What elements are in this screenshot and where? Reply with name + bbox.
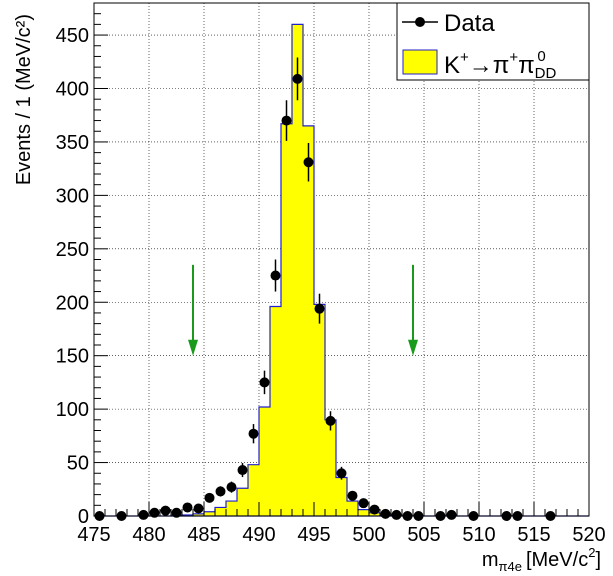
x-axis-label-sub: π4e xyxy=(499,559,522,574)
data-point xyxy=(226,481,237,493)
y-tick-label: 150 xyxy=(56,346,89,368)
data-point xyxy=(248,424,259,444)
data-point xyxy=(336,466,347,480)
data-marker xyxy=(204,492,215,503)
legend-data-label: Data xyxy=(444,10,495,37)
y-tick-label: 100 xyxy=(56,399,89,421)
data-point xyxy=(182,502,193,513)
x-axis-label-unit-close: ] xyxy=(595,549,601,571)
data-point xyxy=(171,507,182,518)
data-marker xyxy=(270,270,281,281)
legend-mc-label: K+→π+πDD0 xyxy=(444,48,557,82)
data-point xyxy=(358,498,369,509)
x-axis-label-unit-sup: 2 xyxy=(588,545,595,560)
x-tick-label: 515 xyxy=(517,524,550,546)
data-point xyxy=(149,507,160,518)
data-point xyxy=(303,143,314,182)
data-point xyxy=(314,293,325,324)
x-tick-label: 500 xyxy=(352,524,385,546)
data-marker xyxy=(325,415,336,426)
data-marker xyxy=(171,507,182,518)
data-point xyxy=(204,492,215,503)
data-point xyxy=(215,486,226,497)
data-series xyxy=(94,57,556,521)
data-point xyxy=(160,505,171,516)
legend-mc-pisup: + xyxy=(509,49,518,66)
data-point xyxy=(380,508,391,519)
data-marker xyxy=(149,507,160,518)
data-marker xyxy=(182,502,193,513)
data-point xyxy=(292,57,303,101)
legend-mc-K: K xyxy=(444,52,460,79)
y-tick-label: 0 xyxy=(78,506,89,528)
cut-arrows xyxy=(188,264,418,356)
legend-mc-pi: π xyxy=(518,52,535,79)
data-point xyxy=(325,411,336,431)
data-marker xyxy=(248,428,259,439)
data-marker xyxy=(446,509,457,520)
cut-arrow xyxy=(408,264,418,356)
data-marker xyxy=(226,482,237,493)
legend: Data K+→π+πDD0 xyxy=(396,2,590,82)
x-axis-label-unit: [MeV/c xyxy=(526,549,588,571)
legend-mc-pisub: DD xyxy=(535,65,557,82)
data-marker xyxy=(314,303,325,314)
data-marker xyxy=(380,508,391,519)
data-point xyxy=(138,509,149,520)
x-tick-label: 495 xyxy=(297,524,330,546)
cut-arrow-head xyxy=(408,339,418,356)
data-point xyxy=(347,490,358,501)
y-tick-label: 350 xyxy=(56,132,89,154)
x-tick-label: 505 xyxy=(407,524,440,546)
data-marker xyxy=(259,377,270,388)
data-marker xyxy=(303,157,314,168)
data-marker xyxy=(347,490,358,501)
y-tick-label: 50 xyxy=(67,453,89,475)
y-tick-label: 300 xyxy=(56,185,89,207)
y-tick-label: 200 xyxy=(56,292,89,314)
legend-mc-arrow: →π xyxy=(469,52,510,79)
data-point xyxy=(193,503,204,514)
data-marker xyxy=(391,509,402,520)
y-tick-label: 250 xyxy=(56,239,89,261)
data-marker xyxy=(292,73,303,84)
data-point xyxy=(281,100,292,141)
x-tick-label: 490 xyxy=(242,524,275,546)
data-marker xyxy=(237,465,248,476)
x-tick-label: 475 xyxy=(77,524,110,546)
x-axis-label-main: m xyxy=(482,549,499,571)
data-marker xyxy=(369,504,380,515)
x-axis-label: mπ4e [MeV/c2] xyxy=(482,545,601,574)
data-marker xyxy=(358,498,369,509)
data-point xyxy=(391,509,402,520)
legend-mc-Ksup: + xyxy=(460,49,469,66)
x-tick-label: 510 xyxy=(462,524,495,546)
y-tick-label: 450 xyxy=(56,25,89,47)
legend-data-marker xyxy=(415,17,425,27)
data-point xyxy=(237,463,248,478)
legend-mc-pisup2: 0 xyxy=(537,48,545,65)
y-tick-label: 400 xyxy=(56,79,89,101)
axis-ticks xyxy=(93,2,590,517)
data-marker xyxy=(138,509,149,520)
data-marker xyxy=(215,486,226,497)
data-marker xyxy=(193,503,204,514)
data-point xyxy=(369,504,380,515)
x-tick-labels: 475 480 485 490 495 500 505 510 515 520 xyxy=(77,524,605,546)
x-tick-label: 485 xyxy=(187,524,220,546)
cut-arrow xyxy=(188,264,198,356)
legend-mc-swatch xyxy=(402,49,438,75)
data-point xyxy=(446,509,457,520)
data-point xyxy=(270,259,281,292)
x-tick-label: 480 xyxy=(132,524,165,546)
cut-arrow-head xyxy=(188,339,198,356)
data-marker xyxy=(160,505,171,516)
y-axis-label: Events / 1 (MeV/c²) xyxy=(13,14,35,185)
data-marker xyxy=(281,115,292,126)
x-tick-label: 520 xyxy=(572,524,605,546)
y-tick-labels: 0 50 100 150 200 250 300 350 400 450 xyxy=(56,25,89,528)
data-point xyxy=(259,370,270,395)
data-marker xyxy=(336,468,347,479)
